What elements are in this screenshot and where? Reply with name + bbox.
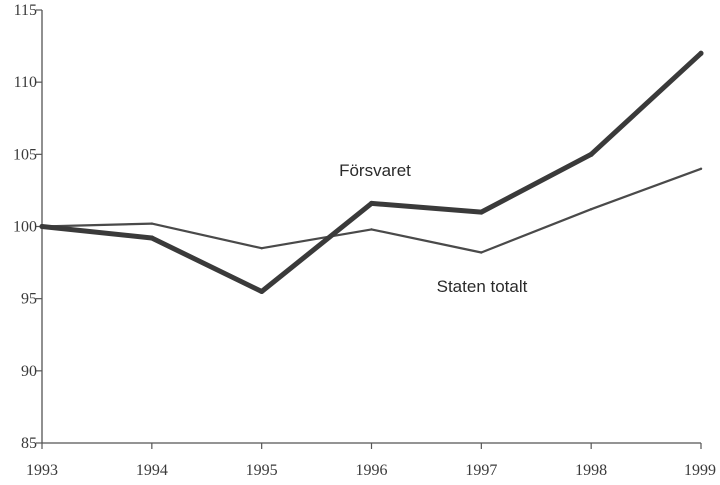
data-point-staten-totalt-1994	[150, 222, 153, 225]
series-lines	[39, 50, 704, 294]
y-tick-label-115: 115	[14, 2, 37, 19]
x-tick-label-1999: 1999	[684, 462, 716, 479]
data-point-staten-totalt-1998	[590, 208, 593, 211]
axes	[41, 10, 701, 444]
y-tick-label-100: 100	[13, 219, 37, 236]
y-tick-label-105: 105	[13, 146, 37, 163]
y-tick-label-110: 110	[14, 74, 37, 91]
x-ticks: 1993 1994 1995 1996 1997 1998 1999	[26, 443, 716, 479]
x-tick-label-1995: 1995	[246, 462, 278, 479]
data-point-forsvaret-1997	[478, 209, 484, 215]
data-point-forsvaret-1995	[259, 289, 265, 294]
x-tick-label-1997: 1997	[465, 462, 497, 479]
y-tick-label-85: 85	[21, 435, 37, 452]
y-tick-label-95: 95	[21, 291, 37, 308]
y-ticks: 85 90 95 100 105 110 115	[13, 2, 42, 452]
data-point-staten-totalt-1995	[260, 247, 263, 250]
x-tick-label-1994: 1994	[136, 462, 168, 479]
data-point-staten-totalt-1996	[370, 228, 373, 231]
series-label-forsvaret: Försvaret	[339, 161, 411, 180]
x-tick-label-1996: 1996	[356, 462, 388, 479]
y-tick-label-90: 90	[21, 363, 37, 380]
data-point-staten-totalt-1997	[480, 251, 483, 254]
data-point-forsvaret-1999	[698, 50, 704, 56]
data-point-forsvaret-1993	[39, 224, 45, 229]
data-point-forsvaret-1994	[149, 235, 155, 241]
series-label-staten-totalt: Staten totalt	[437, 277, 528, 296]
series-labels: Försvaret Staten totalt	[339, 161, 528, 296]
series-line-staten-totalt	[40, 167, 703, 254]
data-point-staten-totalt-1999	[699, 167, 703, 170]
data-point-forsvaret-1998	[588, 151, 594, 157]
x-tick-label-1998: 1998	[575, 462, 607, 479]
data-point-forsvaret-1996	[369, 200, 374, 206]
x-tick-label-1993: 1993	[26, 462, 58, 479]
